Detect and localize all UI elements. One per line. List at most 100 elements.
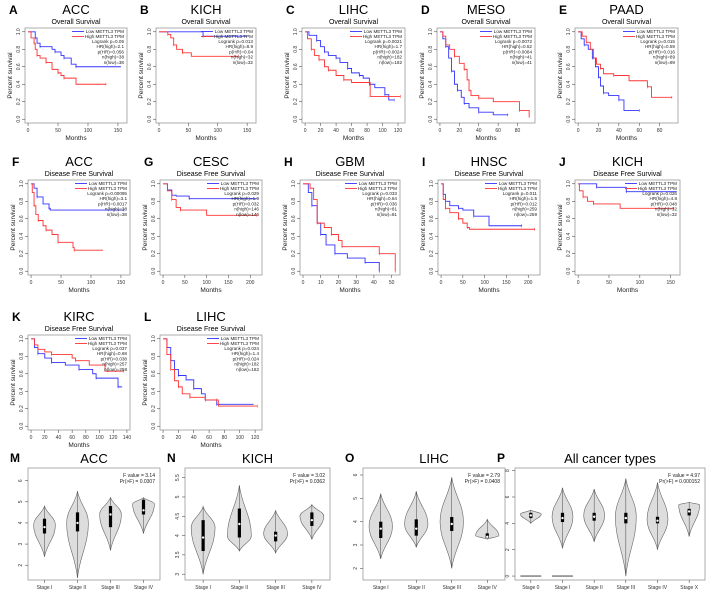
chart-subtitle: Disease Free Survival <box>455 171 524 178</box>
stat-text: n(high)=89 <box>653 55 676 60</box>
km-panel-A: A ACC Overall Survival 0.0 0.2 0.4 0.6 0.8 1.0 0 5… <box>7 2 128 142</box>
y-tick-label: 0.6 <box>566 215 572 222</box>
y-tick-label: 0.4 <box>291 233 297 240</box>
x-tick-label: Stage II <box>231 585 248 591</box>
x-tick-label: 40 <box>191 435 197 441</box>
high-survival-curve <box>305 31 401 97</box>
y-tick-label: 0.4 <box>151 388 157 395</box>
y-tick-label: 0.2 <box>429 250 435 257</box>
x-tick-label: 20 <box>457 128 463 134</box>
y-tick-label: 0.2 <box>428 98 434 105</box>
stat-text: HR(high)=0.64 <box>367 196 397 201</box>
high-survival-curve <box>31 338 124 372</box>
x-tick-label: 120 <box>251 435 260 441</box>
x-tick-label: 140 <box>123 435 132 441</box>
median-dot <box>201 536 205 539</box>
panel-letter: I <box>422 155 425 169</box>
median-dot <box>415 527 418 530</box>
legend-entry: Low METTL3 TPM <box>639 181 677 186</box>
y-tick-label: 6 <box>505 495 511 498</box>
chart-subtitle: Disease Free Survival <box>45 171 114 178</box>
x-tick-label: 40 <box>616 128 622 134</box>
y-tick-label: 0.0 <box>428 116 434 123</box>
x-axis-label: Months <box>200 442 222 449</box>
y-tick-label: 4.5 <box>175 513 181 520</box>
stat-text: p(HR)=0.024 <box>233 356 260 361</box>
stat-text: HR(high)=3.1 <box>100 196 128 201</box>
legend-entry: Low METTL3 TPM <box>499 181 537 186</box>
legend-entry: Low METTL3 TPM <box>359 181 397 186</box>
panel-letter: M <box>10 451 20 465</box>
y-tick-label: 5 <box>18 500 24 503</box>
plot-frame <box>514 467 706 581</box>
plot-frame <box>24 27 128 124</box>
stat-text: p(HR)=0.0024 <box>373 49 402 54</box>
low-survival-curve <box>578 183 677 193</box>
x-tick-label: 60 <box>636 128 642 134</box>
x-tick-label: 50 <box>186 128 192 134</box>
x-tick-label: 0 <box>577 128 580 134</box>
x-tick-label: 20 <box>176 435 182 441</box>
x-tick-label: Stage II <box>69 585 86 591</box>
x-tick-label: Stage I <box>37 585 53 591</box>
y-tick-label: 0.6 <box>19 370 25 377</box>
legend-entry: High METTL3 TPM <box>638 186 677 191</box>
stat-text: Logrank p=0.0072 <box>495 39 533 44</box>
stat-text: n(high)=182 <box>377 55 402 60</box>
median-dot <box>238 522 241 526</box>
y-tick-label: 6 <box>353 473 359 476</box>
chart-title: ACC <box>62 2 89 17</box>
stat-text: n(low)=259 <box>514 212 537 217</box>
y-tick-label: 2 <box>353 567 359 570</box>
x-tick-label: 100 <box>95 435 104 441</box>
chart-title: KICH <box>190 2 221 17</box>
y-tick-label: 0.2 <box>151 250 157 257</box>
chart-title: ACC <box>80 451 107 466</box>
y-tick-label: 1.0 <box>147 28 153 35</box>
stat-text: HR(high)=1.4 <box>232 351 260 356</box>
y-axis-label: Percent survival <box>282 204 289 251</box>
km-panel-B: B KICH Overall Survival 0.0 0.2 0.4 0.6 0.8 1.0 0… <box>138 2 257 142</box>
plot-frame <box>301 27 406 124</box>
median-dot <box>561 516 564 520</box>
plot-frame <box>299 179 401 276</box>
y-tick-label: 0.0 <box>151 423 157 430</box>
y-tick-label: 0.8 <box>16 46 22 53</box>
stat-text: n(high)=38 <box>105 207 128 212</box>
chart-subtitle: Disease Free Survival <box>45 326 114 333</box>
y-tick-label: 1.0 <box>151 180 157 187</box>
x-tick-label: 30 <box>353 280 359 286</box>
plot-frame <box>155 27 257 124</box>
panel-letter: H <box>284 155 293 169</box>
legend-entry: Low METTL3 TPM <box>215 29 253 34</box>
x-tick-label: 80 <box>222 435 228 441</box>
p-value: Pr(>F) = 0.000152 <box>659 479 700 485</box>
plot-frame <box>184 467 331 581</box>
stat-text: Logrank p=0.013 <box>218 39 253 44</box>
y-tick-label: 0.8 <box>428 46 434 53</box>
stat-text: HR(high)=8.9 <box>226 44 254 49</box>
y-axis-label: Percent survival <box>419 52 426 99</box>
x-tick-label: 50 <box>389 280 395 286</box>
y-tick-label: 0.6 <box>429 215 435 222</box>
y-tick-label: 0.0 <box>429 268 435 275</box>
stat-text: p(HR)=0.012 <box>511 201 538 206</box>
y-tick-label: 4 <box>505 522 511 525</box>
stat-text: n(high)=41 <box>510 55 533 60</box>
legend-entry: High METTL3 TPM <box>363 34 402 39</box>
stat-text: n(high)=182 <box>234 362 259 367</box>
stat-text: n(low)=32 <box>657 212 678 217</box>
high-survival-curve <box>578 183 674 209</box>
x-tick-label: 60 <box>206 435 212 441</box>
y-tick-label: 0.2 <box>151 405 157 412</box>
km-panel-K: K KIRC Disease Free Survival 0.0 0.2 0.4 0.6 0.… <box>10 309 131 449</box>
y-tick-label: 1.0 <box>16 28 22 35</box>
stat-text: n(low)=32 <box>233 60 254 65</box>
y-tick-label: 0.2 <box>291 250 297 257</box>
chart-title: KICH <box>242 451 273 466</box>
high-survival-curve <box>163 183 257 216</box>
y-tick-label: 1.0 <box>19 335 25 342</box>
x-tick-label: 100 <box>214 128 223 134</box>
stat-text: n(low)=81 <box>377 212 398 217</box>
km-panel-L: L LIHC Disease Free Survival 0.0 0.2 0.4 0.6 0.… <box>142 309 263 449</box>
